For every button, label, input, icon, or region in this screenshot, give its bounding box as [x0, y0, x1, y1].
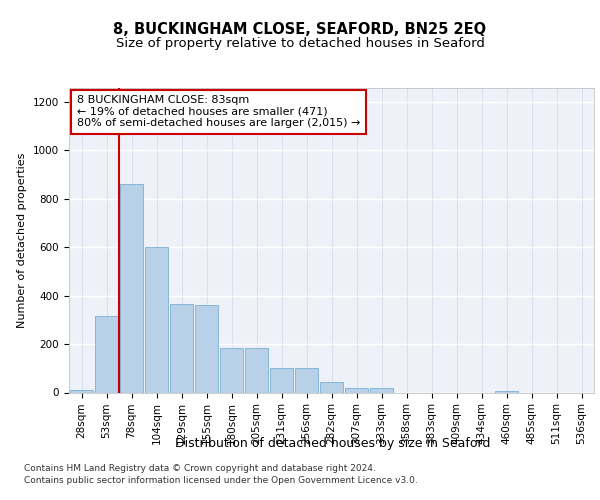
- Bar: [344, 388, 368, 392]
- Bar: [370, 388, 394, 392]
- Text: Contains HM Land Registry data © Crown copyright and database right 2024.: Contains HM Land Registry data © Crown c…: [24, 464, 376, 473]
- Bar: [494, 391, 518, 392]
- Bar: [245, 348, 268, 393]
- Bar: [320, 382, 343, 392]
- Bar: [145, 248, 169, 392]
- Y-axis label: Number of detached properties: Number of detached properties: [17, 152, 28, 328]
- Bar: [119, 184, 143, 392]
- Text: Contains public sector information licensed under the Open Government Licence v3: Contains public sector information licen…: [24, 476, 418, 485]
- Bar: [194, 306, 218, 392]
- Bar: [70, 390, 94, 392]
- Bar: [269, 368, 293, 392]
- Bar: [295, 368, 319, 392]
- Bar: [220, 348, 244, 393]
- Bar: [170, 304, 193, 392]
- Text: Size of property relative to detached houses in Seaford: Size of property relative to detached ho…: [116, 38, 484, 51]
- Bar: [95, 316, 118, 392]
- Text: 8 BUCKINGHAM CLOSE: 83sqm
← 19% of detached houses are smaller (471)
80% of semi: 8 BUCKINGHAM CLOSE: 83sqm ← 19% of detac…: [77, 95, 360, 128]
- Text: Distribution of detached houses by size in Seaford: Distribution of detached houses by size …: [175, 438, 491, 450]
- Text: 8, BUCKINGHAM CLOSE, SEAFORD, BN25 2EQ: 8, BUCKINGHAM CLOSE, SEAFORD, BN25 2EQ: [113, 22, 487, 38]
